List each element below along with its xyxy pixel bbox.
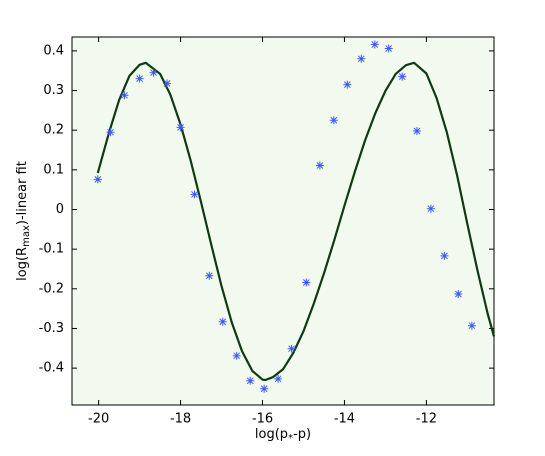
data-point [467, 321, 476, 330]
data-point [163, 79, 172, 88]
data-point [274, 374, 283, 383]
y-tick-label: 0.3 [43, 83, 64, 98]
x-axis-label: log(p*-p) [255, 427, 311, 445]
x-tick-label: -14 [334, 412, 355, 427]
data-point [426, 204, 435, 213]
y-tick-label: -0.4 [39, 361, 64, 376]
data-point [176, 123, 185, 132]
data-point [343, 80, 352, 89]
x-label-main: log(p [255, 427, 288, 442]
data-point [106, 128, 115, 137]
y-label-main: log(R [15, 247, 30, 281]
x-tick-label: -12 [416, 412, 437, 427]
data-point [246, 376, 255, 385]
x-label-end: -p) [293, 427, 311, 442]
y-label-end: )-linear fit [15, 161, 30, 225]
y-tick-label: -0.1 [39, 242, 64, 257]
y-axis-label: log(Rmax)-linear fit [15, 161, 33, 281]
data-point [135, 74, 144, 83]
data-point [412, 126, 421, 135]
data-point [440, 251, 449, 260]
y-tick-label: 0.2 [43, 123, 64, 138]
data-point [357, 54, 366, 63]
data-point [205, 271, 214, 280]
data-point [370, 40, 379, 49]
y-tick-label: 0 [56, 202, 64, 217]
data-point [149, 68, 158, 77]
x-tick-label: -16 [252, 412, 273, 427]
data-point [384, 44, 393, 53]
data-point [93, 175, 102, 184]
x-label-sub: * [288, 433, 293, 444]
data-point [302, 278, 311, 287]
data-point [232, 351, 241, 360]
data-point [287, 344, 296, 353]
y-tick-label: 0.1 [43, 162, 64, 177]
data-point [315, 161, 324, 170]
data-point [260, 384, 269, 393]
fit-line [96, 61, 496, 382]
data-point [329, 116, 338, 125]
plot-frame [71, 36, 495, 406]
x-tick-label: -18 [170, 412, 191, 427]
data-point [218, 317, 227, 326]
y-tick-label: -0.2 [39, 281, 64, 296]
y-tick-label: 0.4 [43, 43, 64, 58]
y-label-sub: max [21, 225, 32, 247]
y-tick-label: -0.3 [39, 321, 64, 336]
data-point [398, 72, 407, 81]
plot-area [72, 37, 494, 405]
data-point [120, 91, 129, 100]
x-tick-label: -20 [88, 412, 109, 427]
data-point [190, 190, 199, 199]
data-point [454, 289, 463, 298]
